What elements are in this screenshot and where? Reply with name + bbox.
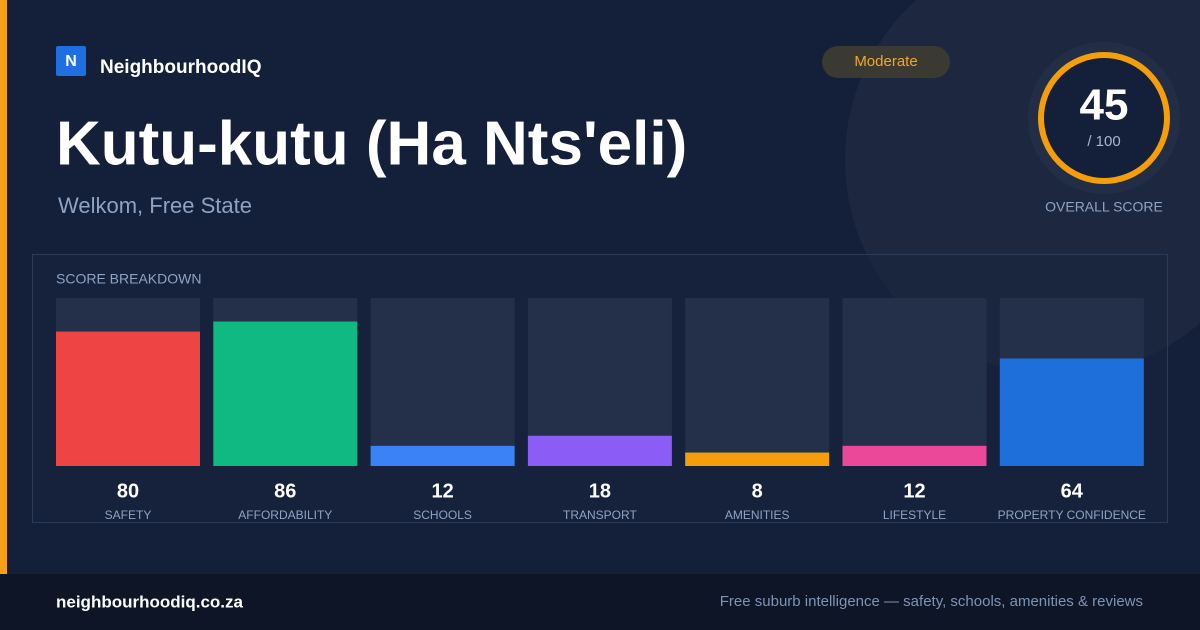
bar [842,445,987,466]
value-label: 18 [589,480,611,502]
page-title: Kutu-kutu (Ha Nts'eli) [56,109,687,178]
score-value: 45 [1080,81,1129,130]
bar [213,321,358,466]
footer-bar [0,574,1200,630]
location: Welkom, Free State [58,193,252,218]
score-ring [1038,52,1170,184]
badge-pill [822,46,950,78]
badge: Moderate [854,53,917,70]
bar-track [842,298,987,466]
logo-box [56,46,86,76]
category-label: LIFESTYLE [883,508,946,522]
footer-site: neighbourhoodiq.co.za [56,592,244,611]
bar [999,358,1144,466]
category-label: AMENITIES [725,508,790,522]
bar [370,445,515,466]
value-label: 80 [117,480,139,502]
accent-stripe [0,0,7,574]
logo-letter: N [65,53,77,70]
category-label: TRANSPORT [563,508,637,522]
bars: 80 SAFETY 86 AFFORDABILITY 12 SCHOOLS 18 TRANSP… [56,298,1146,522]
score-max: / 100 [1087,133,1120,150]
chart-title: SCORE BREAKDOWN [56,271,201,287]
value-label: 12 [903,480,925,502]
category-label: SAFETY [105,508,152,522]
bar [685,452,830,466]
category-label: AFFORDABILITY [238,508,332,522]
value-label: 12 [431,480,453,502]
footer-tagline: Free suburb intelligence — safety, schoo… [720,593,1143,610]
bar [527,435,672,466]
bar [56,331,200,466]
value-label: 64 [1061,480,1084,502]
value-label: 86 [274,480,296,502]
category-label: PROPERTY CONFIDENCE [998,508,1146,522]
value-label: 8 [752,480,763,502]
brand-name: NeighbourhoodIQ [100,57,261,78]
bar-track [370,298,515,466]
score-label: OVERALL SCORE [1045,199,1163,215]
category-label: SCHOOLS [413,508,472,522]
bar-track [685,298,830,466]
